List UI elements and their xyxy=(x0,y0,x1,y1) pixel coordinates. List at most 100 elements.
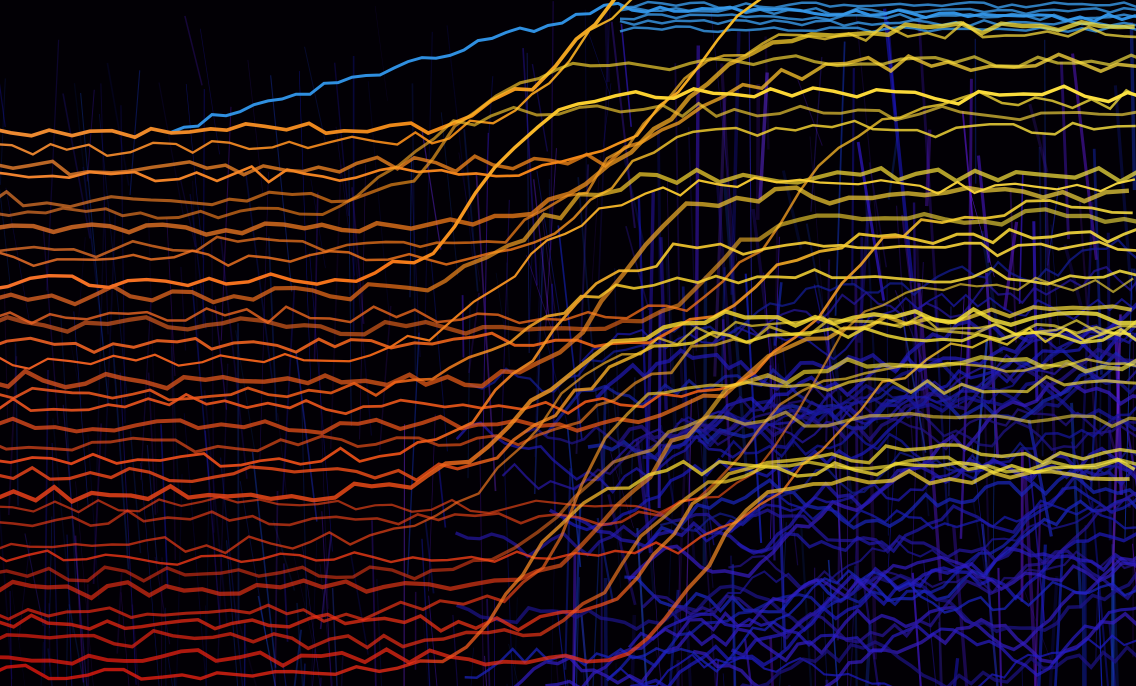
streak xyxy=(545,148,557,327)
streak xyxy=(952,658,960,686)
blue-line xyxy=(709,265,1136,347)
streak xyxy=(428,595,438,686)
streak xyxy=(961,111,974,221)
streak xyxy=(506,262,510,366)
streak xyxy=(597,3,611,283)
warm-line xyxy=(0,317,1136,454)
streak xyxy=(894,290,924,362)
streak xyxy=(715,659,720,686)
streak xyxy=(586,28,611,95)
streak xyxy=(14,343,19,506)
streak xyxy=(409,153,412,298)
streak xyxy=(421,128,442,250)
warm-line xyxy=(0,119,1136,268)
streak xyxy=(800,526,813,686)
streak xyxy=(482,132,489,453)
warm-line xyxy=(0,199,1133,416)
streak xyxy=(865,624,873,686)
streak xyxy=(226,540,239,686)
streak xyxy=(62,93,91,239)
warm-line xyxy=(0,0,617,140)
streak xyxy=(1018,174,1024,304)
streak xyxy=(729,555,736,686)
warm-line xyxy=(0,52,1136,177)
streak xyxy=(1054,551,1064,686)
streak xyxy=(667,180,672,384)
streak xyxy=(623,157,646,248)
blue-line xyxy=(641,491,1136,644)
warm-line xyxy=(0,306,1136,505)
streak xyxy=(301,544,321,686)
streak xyxy=(555,654,560,686)
streak xyxy=(1071,53,1098,260)
streak xyxy=(129,430,142,554)
streak xyxy=(1081,541,1086,686)
streak xyxy=(0,83,6,127)
streak xyxy=(211,239,215,533)
streak xyxy=(1129,22,1136,191)
warm-line xyxy=(0,355,1136,601)
streak xyxy=(257,595,277,686)
streak xyxy=(10,578,26,686)
streak xyxy=(120,105,126,424)
streak xyxy=(318,359,329,609)
streak xyxy=(184,15,203,86)
streak xyxy=(24,533,44,626)
streak xyxy=(313,192,319,362)
streak xyxy=(282,563,289,642)
streak xyxy=(189,194,207,329)
streak xyxy=(203,390,228,626)
streak xyxy=(536,170,563,328)
streak xyxy=(349,552,369,655)
streak xyxy=(1097,581,1103,686)
warm-line xyxy=(0,0,633,158)
warm-line xyxy=(0,240,1136,468)
streak xyxy=(557,225,583,440)
streak xyxy=(463,128,479,292)
blue-line xyxy=(667,491,1136,623)
streak xyxy=(797,79,823,146)
light-blue-line xyxy=(619,0,1136,10)
streak xyxy=(551,283,556,512)
streak xyxy=(985,272,1000,459)
streak xyxy=(1063,244,1085,315)
warm-line xyxy=(0,53,1136,209)
streak xyxy=(205,455,210,686)
streak xyxy=(1009,188,1018,343)
blue-line xyxy=(455,324,1136,494)
warm-line xyxy=(0,455,1136,651)
streak xyxy=(868,162,888,268)
warm-line xyxy=(0,374,1136,623)
streak xyxy=(684,602,692,686)
streak xyxy=(475,172,497,492)
streak xyxy=(1124,268,1133,539)
streak xyxy=(1044,39,1047,324)
streak xyxy=(657,311,662,509)
streak xyxy=(321,511,332,686)
streak xyxy=(959,305,971,539)
streak xyxy=(1023,589,1053,663)
streak xyxy=(550,1,554,251)
streak xyxy=(1125,422,1136,488)
light-blue-line xyxy=(619,6,1136,16)
streak xyxy=(1003,221,1019,311)
warm-line xyxy=(0,326,1136,483)
blue-line xyxy=(693,458,1136,543)
streak xyxy=(468,292,480,374)
streak xyxy=(602,83,612,148)
streak xyxy=(407,332,420,575)
streak xyxy=(147,372,157,515)
streak xyxy=(805,223,834,364)
streak xyxy=(49,516,53,629)
streak xyxy=(270,75,293,292)
streak xyxy=(649,495,662,686)
streak xyxy=(461,295,465,358)
streak xyxy=(503,445,514,686)
warm-line xyxy=(0,457,1136,681)
streak xyxy=(98,113,128,399)
streak xyxy=(917,283,943,581)
streak xyxy=(625,225,650,311)
